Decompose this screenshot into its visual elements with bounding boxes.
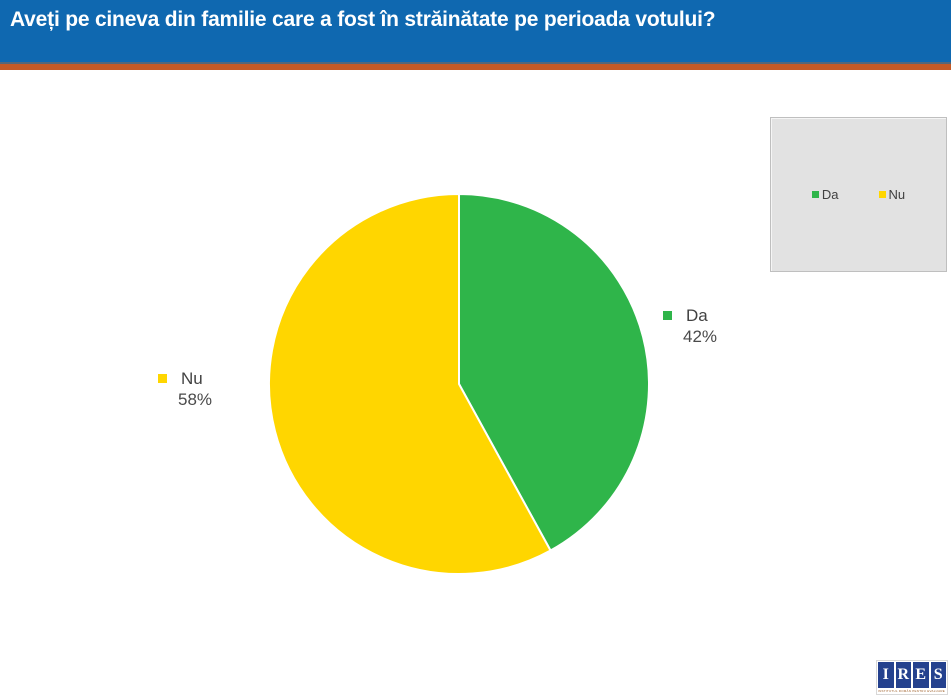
chart-legend: Da Nu	[770, 117, 947, 272]
ires-letter-r: R	[895, 662, 911, 688]
data-label-da: Da 42%	[663, 305, 717, 347]
ires-logo-tiles: I R E S	[878, 662, 946, 688]
accent-bar	[0, 62, 951, 70]
ires-letter-e: E	[913, 662, 929, 688]
legend-label-da: Da	[821, 187, 839, 202]
da-label-text: Da	[686, 306, 708, 325]
page-title: Aveți pe cineva din familie care a fost …	[10, 8, 716, 31]
legend-item-da: Da	[811, 187, 839, 202]
title-bar: Aveți pe cineva din familie care a fost …	[0, 0, 951, 62]
data-label-nu: Nu 58%	[158, 368, 212, 410]
ires-logo: I R E S INSTITUTUL ROMÂN PENTRU EVALUARE…	[876, 660, 948, 695]
nu-marker-icon	[158, 374, 167, 383]
nu-percent-text: 58%	[178, 390, 213, 409]
ires-letter-s: S	[930, 662, 946, 688]
ires-tagline: INSTITUTUL ROMÂN PENTRU EVALUARE ȘI STRA…	[878, 689, 946, 693]
da-marker-icon	[663, 311, 672, 320]
legend-item-nu: Nu	[878, 187, 906, 202]
pie-chart	[268, 193, 650, 575]
legend-label-nu: Nu	[888, 187, 906, 202]
legend-swatch-nu-icon	[878, 191, 886, 198]
nu-label-text: Nu	[181, 369, 203, 388]
pie-slice-da	[458, 193, 650, 552]
ires-letter-i: I	[878, 662, 894, 688]
pie-slice-nu	[268, 193, 552, 575]
da-percent-text: 42%	[683, 327, 718, 346]
legend-swatch-da-icon	[811, 191, 819, 198]
